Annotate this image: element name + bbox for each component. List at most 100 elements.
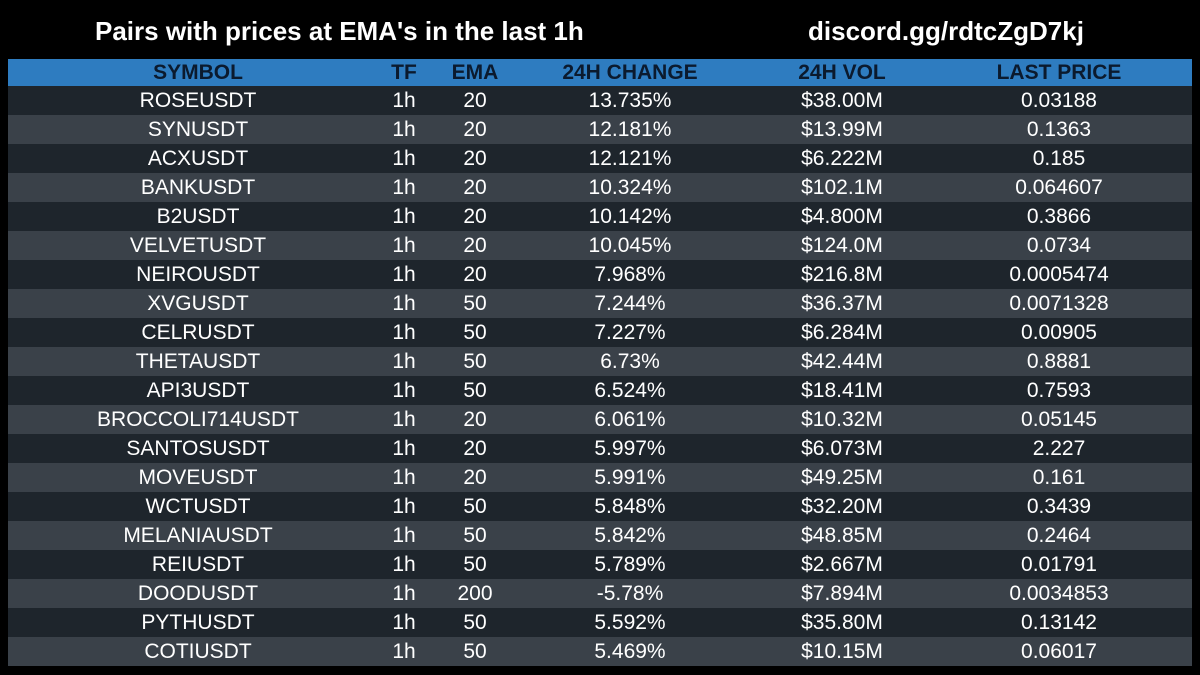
header: Pairs with prices at EMA's in the last 1… <box>0 0 1200 60</box>
volume-cell: $6.073M <box>801 436 883 460</box>
volume-cell: $6.284M <box>801 320 883 344</box>
volume-cell: $10.15M <box>801 639 883 663</box>
symbol-cell: B2USDT <box>156 204 240 228</box>
column-header-last-price: LAST PRICE <box>996 60 1122 84</box>
symbol-cell: ACXUSDT <box>147 146 249 170</box>
volume-cell: $42.44M <box>801 349 883 373</box>
volume-cell: $36.37M <box>801 291 883 315</box>
tf-cell: 1h <box>392 465 416 489</box>
table-row: ROSEUSDT 1h 20 13.735% $38.00M 0.03188 <box>8 86 1192 115</box>
symbol-cell: MELANIAUSDT <box>123 523 273 547</box>
column-header-symbol: SYMBOL <box>153 60 243 84</box>
last-price-cell: 0.0734 <box>1026 233 1092 257</box>
tf-cell: 1h <box>392 117 416 141</box>
ema-cell: 50 <box>463 291 487 315</box>
ema-cell: 20 <box>463 262 487 286</box>
table-row: BROCCOLI714USDT 1h 20 6.061% $10.32M 0.05145 <box>8 405 1192 434</box>
tf-cell: 1h <box>392 581 416 605</box>
symbol-cell: NEIROUSDT <box>136 262 260 286</box>
volume-cell: $2.667M <box>801 552 883 576</box>
tf-cell: 1h <box>392 407 416 431</box>
last-price-cell: 0.161 <box>1032 465 1086 489</box>
table-row: NEIROUSDT 1h 20 7.968% $216.8M 0.0005474 <box>8 260 1192 289</box>
change-cell: 5.592% <box>594 610 666 634</box>
tf-cell: 1h <box>392 262 416 286</box>
table-row: SANTOSUSDT 1h 20 5.997% $6.073M 2.227 <box>8 434 1192 463</box>
last-price-cell: 0.01791 <box>1021 552 1097 576</box>
change-cell: 10.142% <box>588 204 672 228</box>
change-cell: 10.324% <box>588 175 672 199</box>
column-header-ema: EMA <box>451 60 499 84</box>
change-cell: 5.848% <box>594 494 666 518</box>
last-price-cell: 0.06017 <box>1021 639 1097 663</box>
column-header-24h-vol: 24H VOL <box>798 60 886 84</box>
tf-cell: 1h <box>392 146 416 170</box>
last-price-cell: 0.8881 <box>1026 349 1092 373</box>
symbol-cell: COTIUSDT <box>144 639 252 663</box>
last-price-cell: 0.1363 <box>1026 117 1092 141</box>
table-body: ROSEUSDT 1h 20 13.735% $38.00M 0.03188 SYNUSDT… <box>8 86 1192 666</box>
symbol-cell: BANKUSDT <box>140 175 256 199</box>
change-cell: 5.991% <box>594 465 666 489</box>
table-row: XVGUSDT 1h 50 7.244% $36.37M 0.0071328 <box>8 289 1192 318</box>
ema-cell: 20 <box>463 88 487 112</box>
table-row: DOODUSDT 1h 200 -5.78% $7.894M 0.0034853 <box>8 579 1192 608</box>
table-header-row: SYMBOL TF EMA 24H CHANGE 24H VOL LAST PR… <box>8 59 1192 86</box>
tf-cell: 1h <box>392 349 416 373</box>
change-cell: 12.121% <box>588 146 672 170</box>
symbol-cell: XVGUSDT <box>147 291 249 315</box>
volume-cell: $18.41M <box>801 378 883 402</box>
volume-cell: $13.99M <box>801 117 883 141</box>
volume-cell: $124.0M <box>801 233 883 257</box>
tf-cell: 1h <box>392 436 416 460</box>
table-row: REIUSDT 1h 50 5.789% $2.667M 0.01791 <box>8 550 1192 579</box>
last-price-cell: 0.185 <box>1032 146 1086 170</box>
table-row: VELVETUSDT 1h 20 10.045% $124.0M 0.0734 <box>8 231 1192 260</box>
table-row: THETAUSDT 1h 50 6.73% $42.44M 0.8881 <box>8 347 1192 376</box>
symbol-cell: REIUSDT <box>151 552 245 576</box>
change-cell: 12.181% <box>588 117 672 141</box>
tf-cell: 1h <box>392 494 416 518</box>
last-price-cell: 2.227 <box>1032 436 1086 460</box>
tf-cell: 1h <box>392 204 416 228</box>
change-cell: 7.227% <box>594 320 666 344</box>
table-row: CELRUSDT 1h 50 7.227% $6.284M 0.00905 <box>8 318 1192 347</box>
change-cell: 5.789% <box>594 552 666 576</box>
last-price-cell: 0.0034853 <box>1009 581 1109 605</box>
ema-cell: 50 <box>463 378 487 402</box>
ema-cell: 50 <box>463 494 487 518</box>
symbol-cell: ROSEUSDT <box>139 88 257 112</box>
discord-link[interactable]: discord.gg/rdtcZgD7kj <box>808 16 1084 46</box>
change-cell: 6.524% <box>594 378 666 402</box>
tf-cell: 1h <box>392 175 416 199</box>
last-price-cell: 0.3439 <box>1026 494 1092 518</box>
ema-cell: 50 <box>463 639 487 663</box>
tf-cell: 1h <box>392 523 416 547</box>
last-price-cell: 0.0071328 <box>1009 291 1109 315</box>
volume-cell: $6.222M <box>801 146 883 170</box>
ema-pairs-table: SYMBOL TF EMA 24H CHANGE 24H VOL LAST PR… <box>8 59 1192 666</box>
ema-cell: 50 <box>463 523 487 547</box>
last-price-cell: 0.064607 <box>1015 175 1103 199</box>
volume-cell: $49.25M <box>801 465 883 489</box>
table-row: SYNUSDT 1h 20 12.181% $13.99M 0.1363 <box>8 115 1192 144</box>
ema-cell: 20 <box>463 465 487 489</box>
change-cell: 7.968% <box>594 262 666 286</box>
tf-cell: 1h <box>392 552 416 576</box>
change-cell: 7.244% <box>594 291 666 315</box>
last-price-cell: 0.3866 <box>1026 204 1092 228</box>
ema-cell: 20 <box>463 233 487 257</box>
change-cell: 6.061% <box>594 407 666 431</box>
last-price-cell: 0.05145 <box>1021 407 1097 431</box>
change-cell: 5.469% <box>594 639 666 663</box>
table-row: MELANIAUSDT 1h 50 5.842% $48.85M 0.2464 <box>8 521 1192 550</box>
symbol-cell: WCTUSDT <box>145 494 251 518</box>
tf-cell: 1h <box>392 320 416 344</box>
ema-cell: 20 <box>463 117 487 141</box>
volume-cell: $38.00M <box>801 88 883 112</box>
volume-cell: $216.8M <box>801 262 883 286</box>
column-header-24h-change: 24H CHANGE <box>562 60 698 84</box>
last-price-cell: 0.13142 <box>1021 610 1097 634</box>
last-price-cell: 0.00905 <box>1021 320 1097 344</box>
ema-cell: 20 <box>463 407 487 431</box>
